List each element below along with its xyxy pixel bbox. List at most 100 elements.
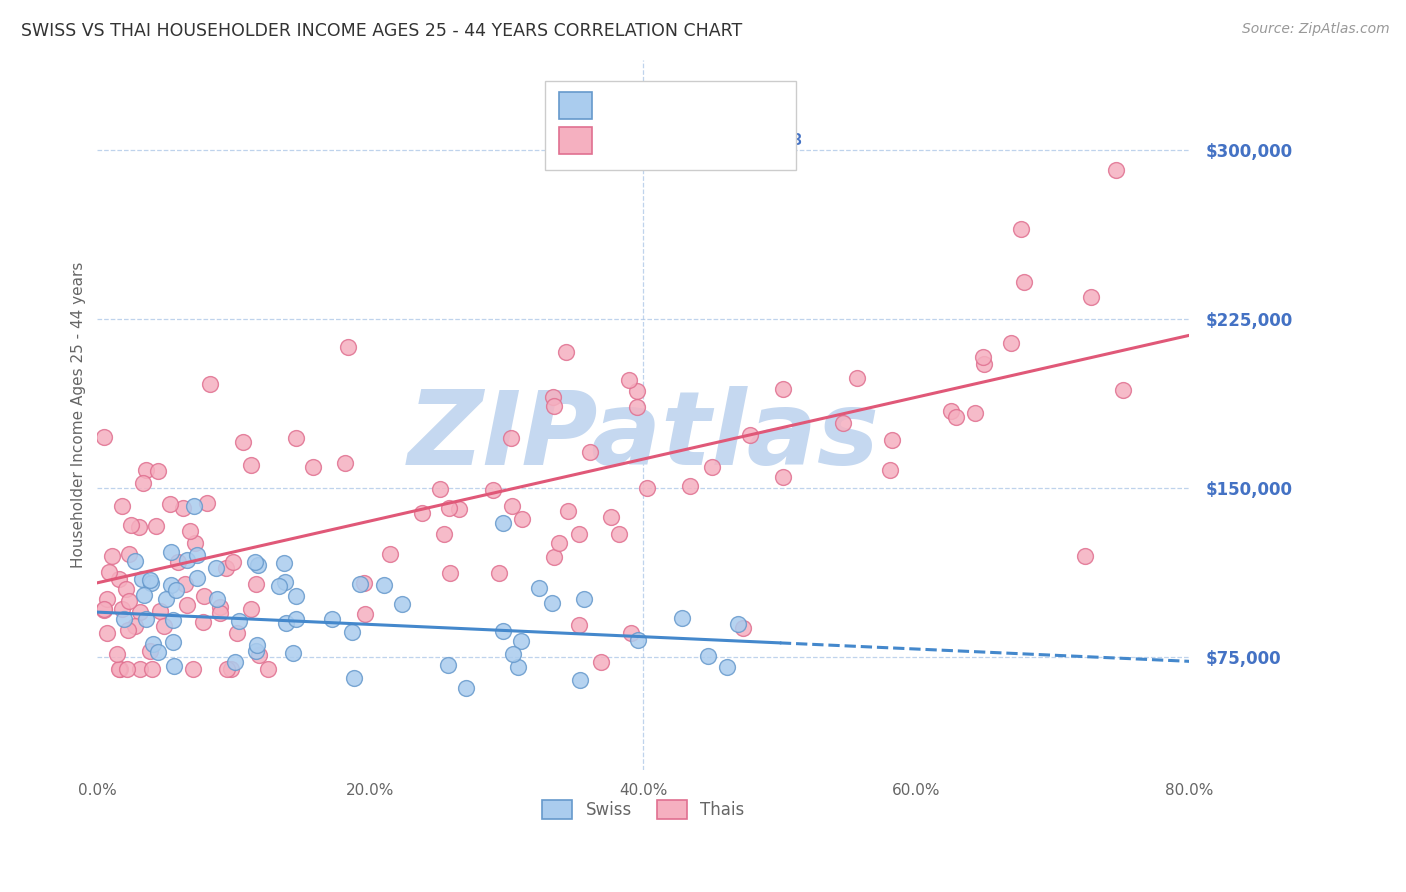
Point — [882, 433, 904, 447]
Point — [772, 382, 794, 396]
Point — [609, 527, 631, 541]
Point — [193, 589, 215, 603]
Point — [502, 647, 524, 661]
Point — [636, 481, 658, 495]
Point — [454, 681, 477, 696]
Point — [671, 610, 693, 624]
Point — [243, 555, 266, 569]
Point — [186, 571, 208, 585]
Point — [569, 673, 592, 687]
Point — [373, 578, 395, 592]
Point — [142, 637, 165, 651]
Text: SWISS VS THAI HOUSEHOLDER INCOME AGES 25 - 44 YEARS CORRELATION CHART: SWISS VS THAI HOUSEHOLDER INCOME AGES 25… — [21, 22, 742, 40]
Point — [506, 660, 529, 674]
Point — [240, 602, 263, 616]
Point — [617, 373, 640, 387]
Point — [105, 647, 128, 661]
Point — [433, 526, 456, 541]
Point — [139, 573, 162, 587]
Point — [215, 661, 238, 675]
Point — [488, 566, 510, 580]
Text: Source: ZipAtlas.com: Source: ZipAtlas.com — [1241, 22, 1389, 37]
Point — [208, 599, 231, 614]
Point — [195, 495, 218, 509]
Point — [205, 591, 228, 606]
Point — [492, 624, 515, 638]
Point — [541, 596, 564, 610]
Point — [274, 574, 297, 589]
Point — [626, 400, 648, 414]
Point — [343, 671, 366, 685]
Point — [589, 655, 612, 669]
Point — [191, 615, 214, 630]
Point — [247, 558, 270, 572]
Point — [557, 504, 579, 518]
Text: R = -0.087   N =  57: R = -0.087 N = 57 — [600, 97, 792, 112]
Point — [226, 625, 249, 640]
Point — [879, 463, 901, 477]
Point — [697, 649, 720, 664]
Point — [543, 399, 565, 413]
Point — [529, 582, 551, 596]
Point — [141, 661, 163, 675]
Point — [176, 553, 198, 567]
Point — [139, 575, 162, 590]
Legend: Swiss, Thais: Swiss, Thais — [536, 793, 751, 826]
Point — [149, 604, 172, 618]
Point — [183, 499, 205, 513]
Point — [98, 565, 121, 579]
Point — [437, 658, 460, 673]
Point — [108, 572, 131, 586]
Point — [128, 520, 150, 534]
Point — [239, 458, 262, 473]
Point — [198, 376, 221, 391]
Point — [249, 648, 271, 662]
Point — [101, 549, 124, 564]
Point — [335, 457, 357, 471]
Point — [148, 464, 170, 478]
Point — [501, 499, 523, 513]
Point — [321, 611, 343, 625]
Point — [153, 619, 176, 633]
FancyBboxPatch shape — [560, 92, 592, 119]
Point — [285, 589, 308, 603]
Point — [391, 597, 413, 611]
Point — [378, 547, 401, 561]
Point — [124, 619, 146, 633]
Point — [111, 499, 134, 513]
Point — [274, 615, 297, 630]
Point — [336, 340, 359, 354]
Point — [228, 614, 250, 628]
Point — [284, 612, 307, 626]
Point — [155, 592, 177, 607]
Point — [209, 606, 232, 620]
Point — [135, 463, 157, 477]
Point — [510, 511, 533, 525]
Text: R =   0.339   N = 113: R = 0.339 N = 113 — [600, 133, 801, 148]
Point — [162, 613, 184, 627]
Point — [354, 607, 377, 621]
Point — [1104, 163, 1126, 178]
Point — [111, 602, 134, 616]
Point — [285, 431, 308, 445]
Point — [411, 506, 433, 520]
Point — [162, 658, 184, 673]
Point — [232, 435, 254, 450]
Point — [1000, 335, 1022, 350]
Point — [222, 555, 245, 569]
Point — [115, 582, 138, 596]
Point — [93, 603, 115, 617]
Point — [846, 371, 869, 385]
Point — [353, 576, 375, 591]
Text: ZIPatlas: ZIPatlas — [408, 385, 879, 487]
Point — [246, 638, 269, 652]
Point — [731, 621, 754, 635]
Point — [627, 632, 650, 647]
Point — [499, 430, 522, 444]
Point — [186, 549, 208, 563]
Point — [135, 612, 157, 626]
Point — [269, 579, 291, 593]
Point — [492, 516, 515, 531]
Y-axis label: Householder Income Ages 25 - 44 years: Householder Income Ages 25 - 44 years — [72, 261, 86, 568]
Point — [945, 409, 967, 424]
